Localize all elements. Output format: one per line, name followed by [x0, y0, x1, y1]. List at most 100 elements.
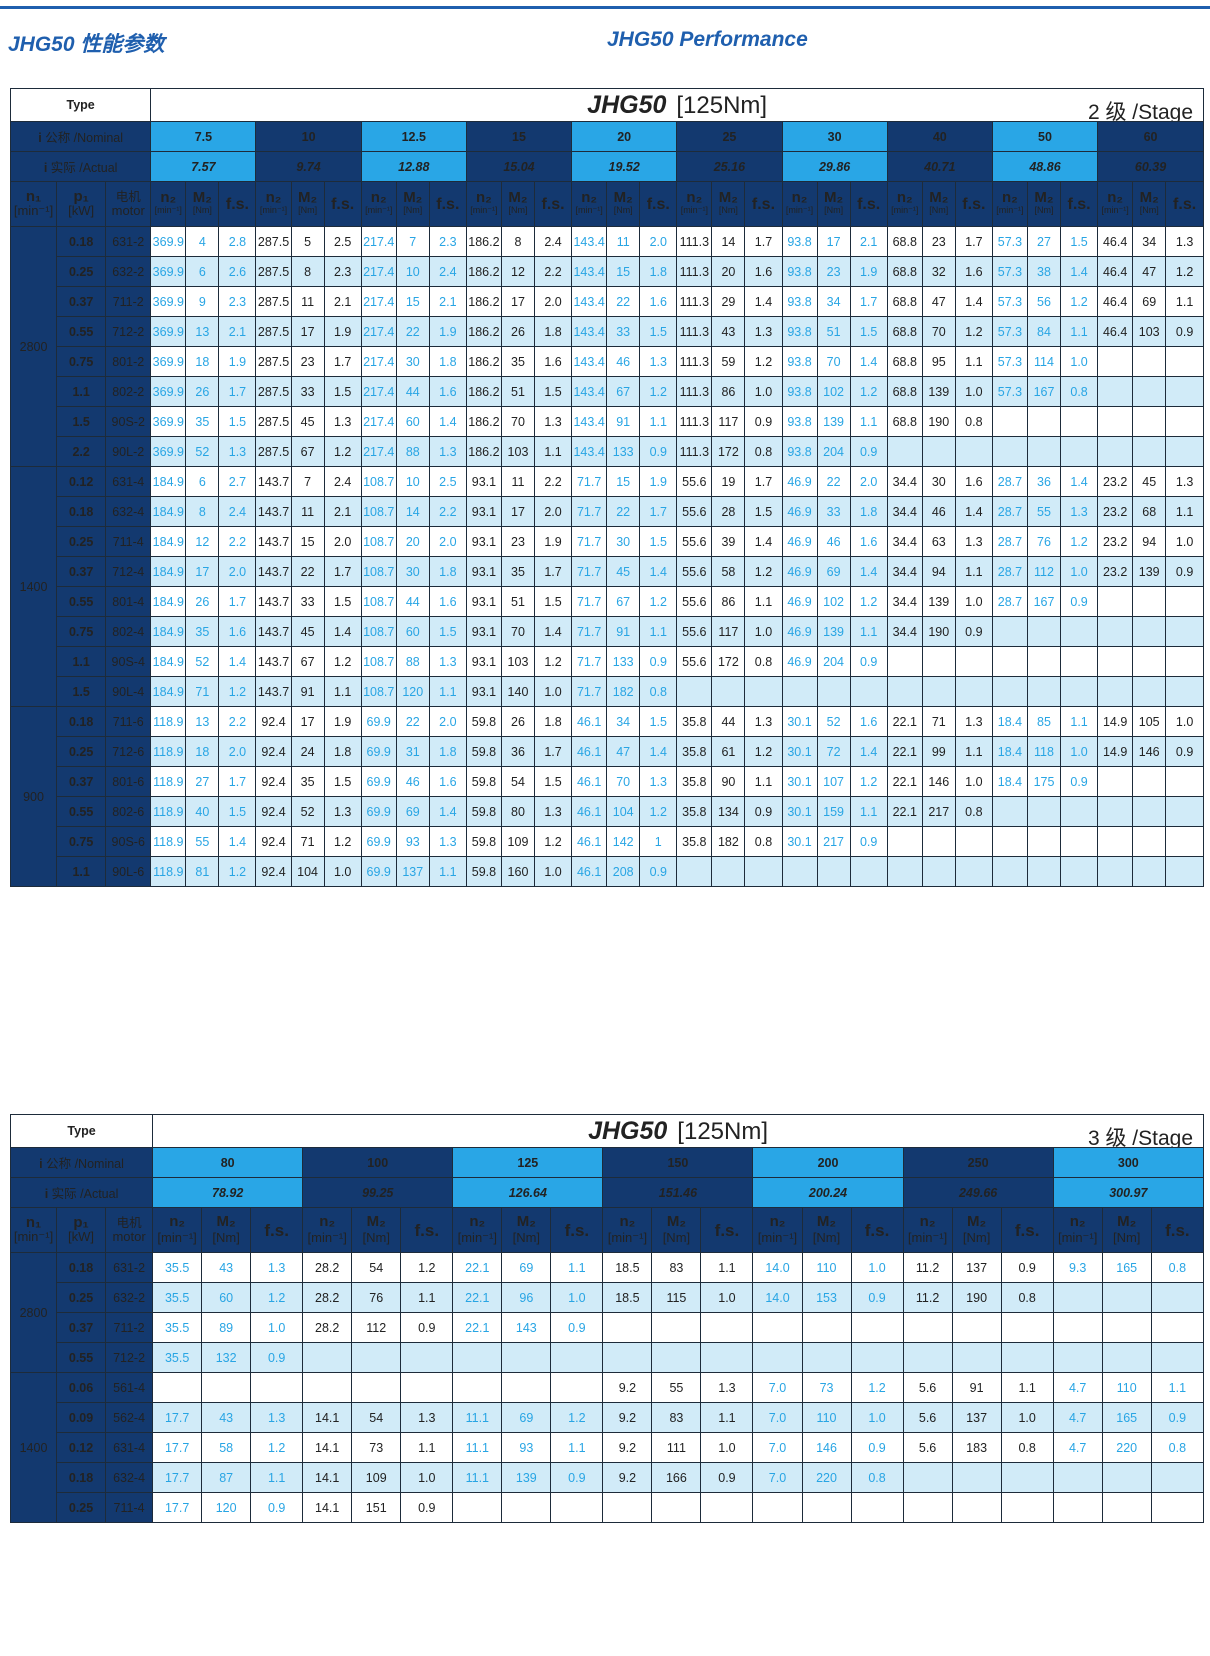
output-torque-cell	[801, 1312, 852, 1343]
output-speed-cell: 93.8	[781, 256, 818, 287]
service-factor-cell: 0.9	[850, 1432, 904, 1463]
service-factor-cell: 1.2	[250, 1432, 304, 1463]
output-speed-cell: 71.7	[571, 586, 608, 617]
output-speed-cell: 22.1	[886, 736, 923, 767]
service-factor-cell: 1.7	[954, 226, 993, 257]
service-factor-header: f.s.	[218, 181, 257, 227]
service-factor-cell	[1060, 616, 1099, 647]
service-factor-cell: 1.5	[428, 616, 467, 647]
table-row: 0.25 632-2 369.9 6 2.6 287.5 8 2.3 217.4 10 2.4 186…	[11, 256, 1204, 287]
output-torque-cell: 35	[500, 346, 536, 377]
service-factor-cell: 1.1	[550, 1432, 604, 1463]
output-speed-cell: 28.7	[991, 556, 1028, 587]
output-speed-cell: 217.4	[360, 316, 397, 347]
service-factor-cell: 2.0	[218, 556, 257, 587]
output-torque-cell: 99	[921, 736, 956, 767]
output-torque-cell: 52	[816, 706, 851, 737]
output-torque-cell: 88	[395, 436, 430, 467]
service-factor-cell: 0.9	[550, 1462, 604, 1493]
service-factor-cell: 1.2	[1060, 526, 1099, 557]
service-factor-cell: 1.5	[534, 586, 573, 617]
output-torque-cell: 7	[395, 226, 430, 257]
service-factor-cell: 1.0	[550, 1282, 604, 1313]
output-torque-cell: 139	[816, 616, 851, 647]
output-torque-cell	[201, 1372, 252, 1403]
output-torque-cell: 83	[651, 1402, 702, 1433]
service-factor-cell: 0.8	[1000, 1432, 1054, 1463]
output-torque-cell	[1132, 376, 1167, 407]
output-torque-cell: 22	[606, 496, 641, 527]
actual-ratio: 200.24	[752, 1177, 904, 1208]
output-torque-cell: 94	[921, 556, 956, 587]
service-factor-cell: 1.7	[534, 736, 573, 767]
output-torque-cell: 165	[1101, 1402, 1152, 1433]
output-torque-cell: 30	[395, 346, 430, 377]
service-factor-cell: 1.1	[639, 406, 678, 437]
service-factor-cell	[954, 856, 993, 887]
output-torque-cell: 182	[711, 826, 746, 857]
output-torque-cell: 54	[500, 766, 536, 797]
model-name: JHG50	[588, 1116, 668, 1145]
output-torque-header: M₂ [Nm]	[185, 181, 220, 227]
title-row: Type JHG50 [125Nm] 2 级 /Stage	[9, 88, 1204, 122]
service-factor-cell: 1.1	[428, 676, 467, 707]
output-speed-cell: 287.5	[255, 436, 292, 467]
output-torque-cell: 19	[711, 466, 746, 497]
output-speed-cell: 118.9	[150, 766, 187, 797]
service-factor-cell: 1.9	[849, 256, 888, 287]
table-row: 0.25 711-4 17.7 120 0.9 14.1 151 0.9	[11, 1492, 1205, 1523]
service-factor-cell: 1.9	[323, 316, 362, 347]
service-factor-cell: 2.4	[323, 466, 362, 497]
motor-power: 0.18	[56, 1252, 107, 1283]
output-speed-cell	[1097, 616, 1134, 647]
output-torque-cell: 89	[201, 1312, 252, 1343]
output-torque-header: M₂ [Nm]	[351, 1207, 402, 1253]
output-torque-cell: 17	[500, 496, 536, 527]
n2-unit: [min⁻¹]	[680, 205, 708, 215]
output-torque-cell: 60	[395, 406, 430, 437]
service-factor-cell: 1.1	[250, 1462, 304, 1493]
output-speed-cell: 34.4	[886, 526, 923, 557]
output-torque-cell: 46	[395, 766, 430, 797]
motor-type: 631-2	[105, 1252, 154, 1283]
output-speed-cell: 186.2	[465, 256, 502, 287]
output-torque-cell: 30	[921, 466, 956, 497]
output-speed-cell: 46.1	[571, 706, 608, 737]
output-speed-cell: 14.9	[1097, 706, 1134, 737]
output-torque-cell: 69	[816, 556, 851, 587]
motor-power: 0.18	[56, 1462, 107, 1493]
m2-symbol: M₂	[192, 189, 212, 206]
table-row: 0.75 801-2 369.9 18 1.9 287.5 23 1.7 217.4 30 1.8 1…	[11, 346, 1204, 377]
output-torque-cell: 23	[500, 526, 536, 557]
output-torque-cell	[951, 1492, 1002, 1523]
output-torque-cell	[501, 1492, 552, 1523]
n2-unit: [min⁻¹]	[259, 205, 288, 215]
output-torque-cell: 47	[1132, 256, 1167, 287]
motor-power: 0.25	[56, 1492, 107, 1523]
output-speed-cell: 46.1	[571, 796, 608, 827]
output-speed-cell: 143.7	[255, 466, 292, 497]
output-speed-cell	[991, 796, 1028, 827]
output-torque-cell: 8	[185, 496, 220, 527]
service-factor-cell: 1.1	[1000, 1372, 1054, 1403]
service-factor-cell: 2.0	[639, 226, 678, 257]
output-torque-cell: 34	[1132, 226, 1167, 257]
output-torque-cell	[1132, 646, 1167, 677]
output-torque-cell	[1132, 436, 1167, 467]
input-speed: 1400	[9, 466, 58, 707]
service-factor-cell: 2.0	[218, 736, 257, 767]
output-speed-cell: 369.9	[150, 226, 187, 257]
n2-unit: [min⁻¹]	[307, 1230, 347, 1245]
n2-symbol: n₂	[896, 189, 913, 206]
actual-ratio: 126.64	[452, 1177, 604, 1208]
output-torque-cell: 165	[1101, 1252, 1152, 1283]
service-factor-cell: 1.6	[744, 256, 783, 287]
output-speed-header: n₂ [min⁻¹]	[571, 181, 608, 227]
output-torque-cell: 23	[921, 226, 956, 257]
output-speed-cell: 23.2	[1097, 496, 1134, 527]
output-speed-cell	[602, 1342, 653, 1373]
motor-header: 电机 motor	[105, 181, 152, 227]
output-speed-cell	[152, 1372, 203, 1403]
service-factor-cell: 1.3	[428, 826, 467, 857]
service-factor-cell: 1.6	[534, 346, 573, 377]
